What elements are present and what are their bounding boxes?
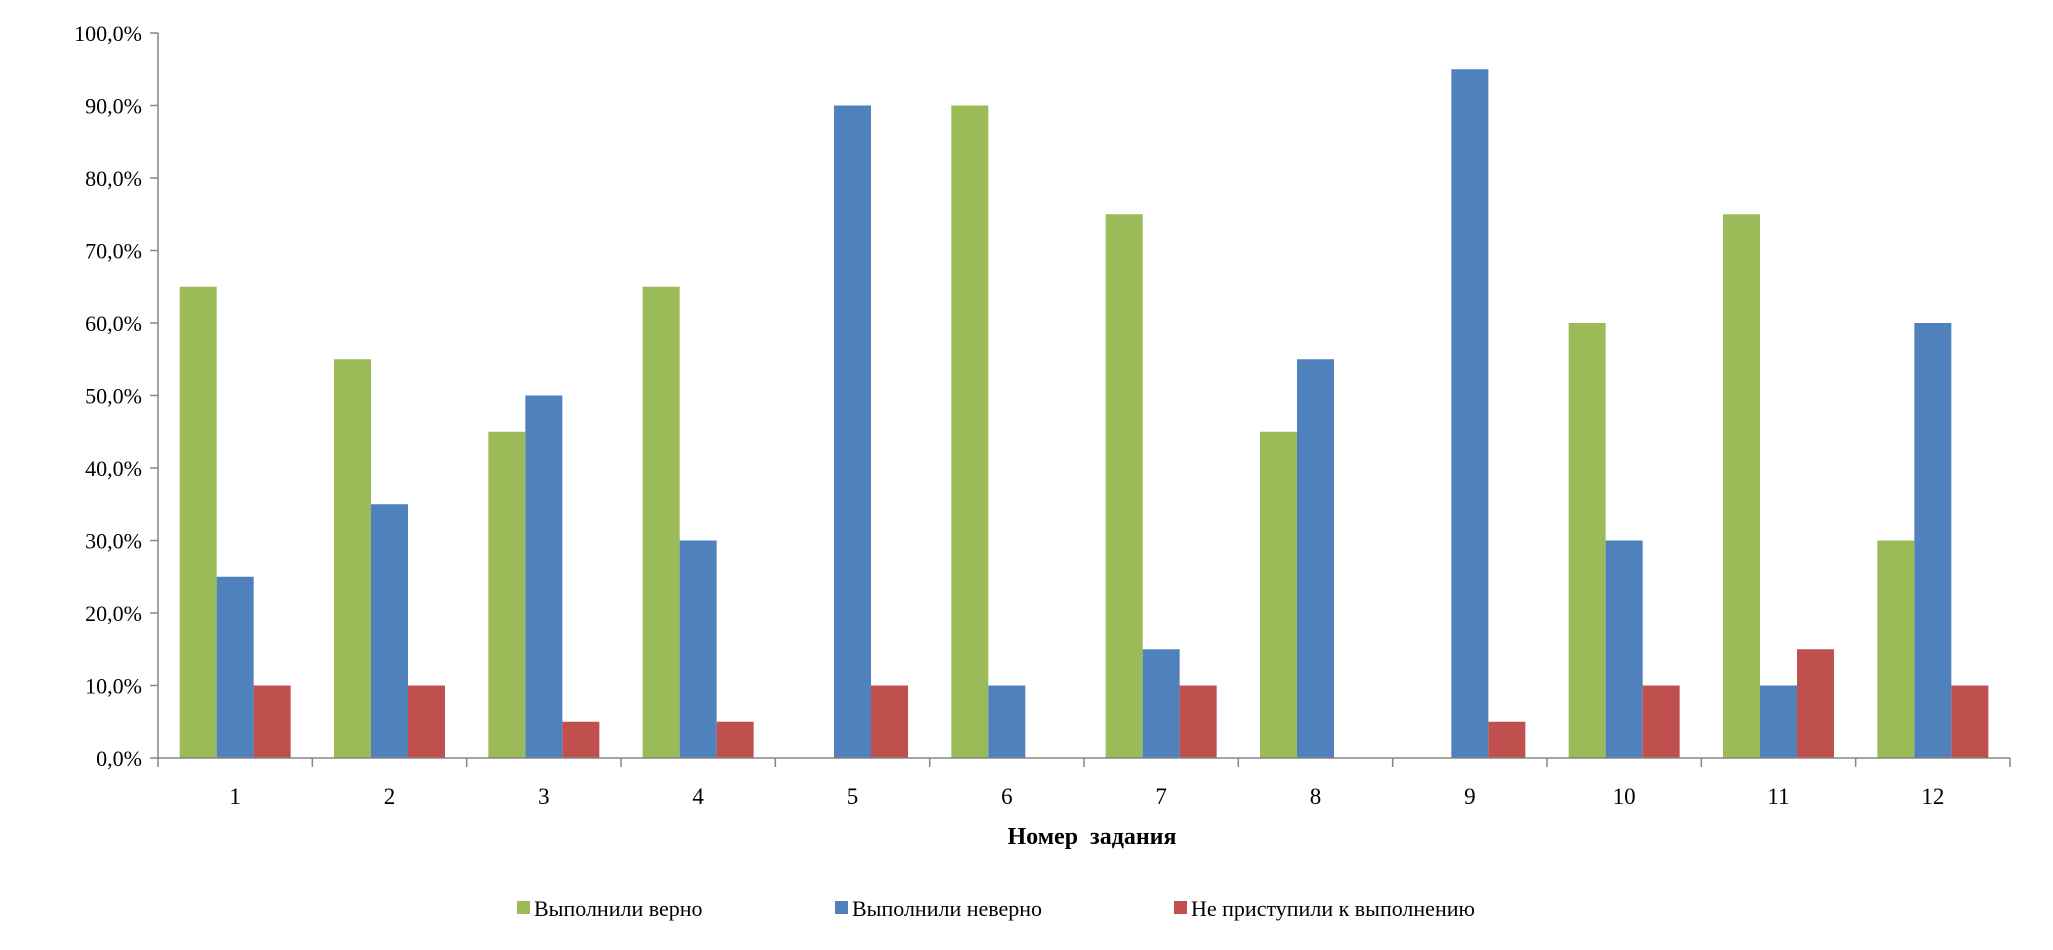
y-tick-label: 60,0% [85, 311, 142, 336]
legend-label: Выполнили неверно [852, 896, 1042, 921]
x-tick-label: 1 [229, 784, 241, 809]
x-tick-label: 4 [692, 784, 704, 809]
bar [1760, 685, 1797, 758]
bar [1568, 323, 1606, 758]
bar [1951, 685, 1989, 758]
bar [525, 395, 563, 758]
bars [179, 69, 1989, 758]
bar [1105, 214, 1143, 758]
bar [716, 721, 754, 758]
x-tick-label: 3 [538, 784, 550, 809]
legend-swatch [1174, 901, 1187, 914]
bar [253, 685, 291, 758]
legend-swatch [517, 901, 530, 914]
x-tick-label: 6 [1001, 784, 1013, 809]
x-tick-label: 8 [1310, 784, 1322, 809]
bar [871, 685, 908, 758]
legend-swatch [835, 901, 848, 914]
y-tick-label: 30,0% [85, 529, 142, 554]
bar [1723, 214, 1760, 758]
y-tick-label: 50,0% [85, 384, 142, 409]
y-tick-label: 80,0% [85, 166, 142, 191]
x-tick-label: 11 [1767, 784, 1789, 809]
bar [951, 105, 989, 758]
bar [562, 721, 600, 758]
x-tick-label: 2 [384, 784, 396, 809]
bar [216, 576, 254, 758]
bar [1297, 359, 1334, 758]
bar [1877, 540, 1915, 758]
bar [1179, 685, 1217, 758]
bar [1642, 685, 1680, 758]
x-tick-label: 5 [847, 784, 859, 809]
bar [408, 685, 445, 758]
bar [1260, 431, 1297, 758]
bar [1914, 323, 1952, 758]
x-tick-label: 12 [1921, 784, 1944, 809]
y-tick-label: 10,0% [85, 674, 142, 699]
legend-label: Не приступили к выполнению [1191, 896, 1475, 921]
bar [1797, 649, 1834, 758]
legend: Выполнили верно Выполнили неверно Не прист… [517, 896, 1475, 921]
bar [334, 359, 371, 758]
y-tick-label: 40,0% [85, 456, 142, 481]
y-tick-label: 90,0% [85, 94, 142, 119]
bar [179, 286, 217, 758]
x-axis-title: Номер задания [1008, 824, 1177, 850]
bar [834, 105, 871, 758]
bar [988, 685, 1026, 758]
bar [1605, 540, 1643, 758]
y-tick-label: 70,0% [85, 239, 142, 264]
x-axis: 1 2 3 4 5 6 7 8 9 10 11 12 [157, 757, 2011, 809]
x-tick-label: 10 [1613, 784, 1636, 809]
bar [488, 431, 526, 758]
bar [1488, 721, 1526, 758]
y-tick-label: 20,0% [85, 601, 142, 626]
bar [1142, 649, 1180, 758]
legend-label: Выполнили верно [534, 896, 703, 921]
x-tick-label: 9 [1464, 784, 1476, 809]
y-tick-label: 0,0% [96, 746, 142, 771]
bar [679, 540, 717, 758]
bar [1451, 69, 1489, 758]
bar [371, 504, 408, 758]
x-tick-label: 7 [1155, 784, 1167, 809]
y-tick-label: 100,0% [74, 21, 142, 46]
bar [642, 286, 680, 758]
y-axis: 0,0% 10,0% 20,0% 30,0% 40,0% 50,0% 60,0% 70,0% 8… [74, 21, 159, 771]
